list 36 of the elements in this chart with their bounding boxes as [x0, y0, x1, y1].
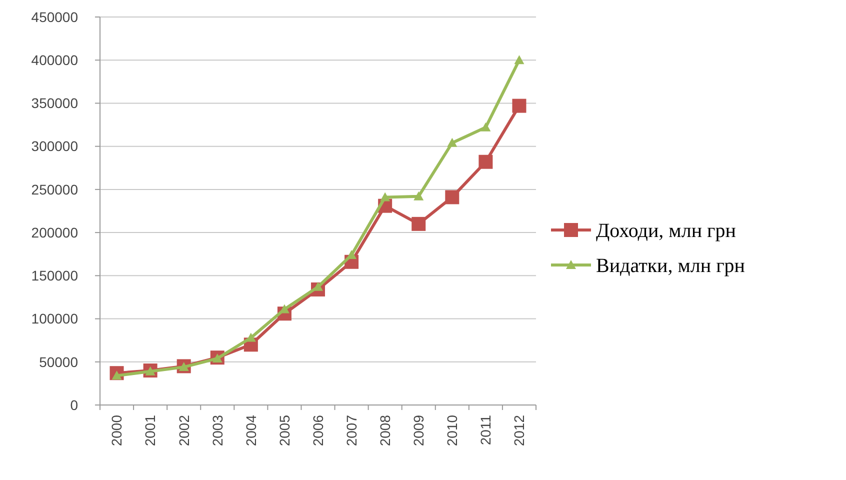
x-tick-label: 2012	[511, 414, 528, 446]
point	[346, 250, 357, 259]
point	[445, 190, 460, 204]
x-tick-label: 2002	[176, 414, 192, 446]
y-tick-label: 100000	[31, 310, 78, 327]
x-tick-label: 2000	[108, 414, 125, 446]
point	[514, 55, 524, 64]
y-tick-label: 400000	[31, 52, 78, 68]
y-tick-label: 0	[70, 396, 78, 413]
x-tick-label: 2007	[343, 414, 360, 446]
point	[414, 191, 424, 200]
x-tick-label: 2001	[142, 414, 158, 446]
x-tick-label: 2004	[242, 414, 259, 446]
y-tick-label: 50000	[39, 354, 78, 370]
x-tick-label: 2003	[209, 414, 226, 446]
y-tick-label: 450000	[31, 8, 78, 25]
point	[478, 154, 493, 169]
y-tick-label: 350000	[31, 95, 78, 112]
y-tick-label: 200000	[31, 224, 78, 240]
x-tick-label: 2011	[478, 414, 494, 446]
legend-label: Доходи, млн грн	[596, 220, 736, 242]
y-tick-label: 250000	[31, 181, 78, 198]
point	[246, 332, 256, 342]
y-tick-label: 150000	[31, 268, 78, 284]
x-tick-label: 2005	[276, 414, 292, 446]
point	[512, 98, 526, 113]
x-tick-label: 2008	[376, 414, 393, 446]
legend-label: Видатки, млн грн	[596, 255, 746, 277]
point	[412, 216, 426, 231]
y-tick-label: 300000	[31, 138, 78, 154]
x-tick-label: 2010	[444, 414, 460, 446]
point	[380, 192, 390, 202]
point	[480, 122, 491, 132]
x-tick-label: 2006	[310, 414, 326, 446]
x-tick-label: 2009	[410, 414, 427, 446]
point	[447, 138, 458, 147]
